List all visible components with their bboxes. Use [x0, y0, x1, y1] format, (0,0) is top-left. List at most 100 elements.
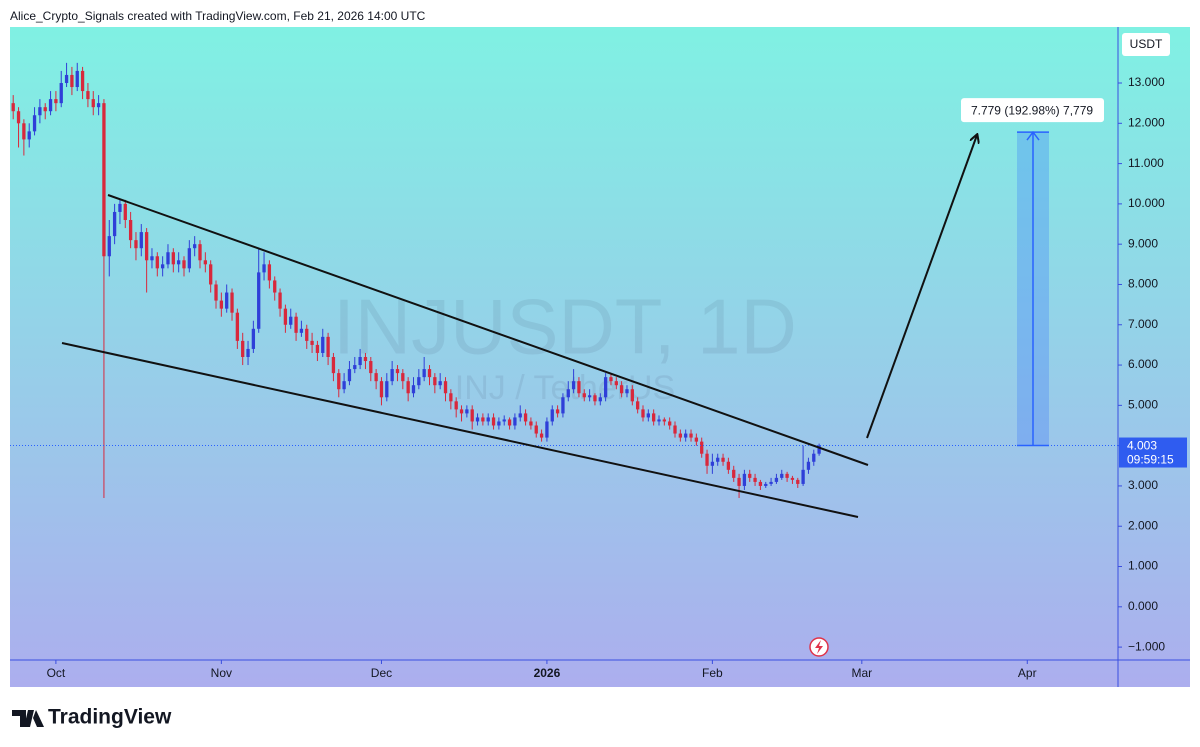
- candle-body: [812, 453, 816, 462]
- candle-body: [657, 419, 661, 422]
- candle-body: [625, 389, 629, 394]
- candle-body: [753, 477, 757, 482]
- candle-body: [614, 381, 618, 386]
- candle-body: [406, 381, 410, 394]
- candle-body: [652, 413, 656, 422]
- candle-body: [571, 381, 576, 390]
- candle-body: [70, 74, 74, 88]
- y-tick-label: 8.000: [1128, 277, 1158, 291]
- y-tick-label: 2.000: [1128, 518, 1158, 532]
- candle-body: [112, 211, 117, 237]
- y-tick-label: 0.000: [1128, 599, 1158, 613]
- candle-body: [390, 369, 394, 382]
- x-tick-label: Feb: [702, 666, 723, 680]
- candle-body: [454, 401, 458, 410]
- candle-body: [785, 473, 789, 478]
- brand-logo: TradingView: [12, 706, 172, 729]
- candle-body: [449, 393, 453, 402]
- header: Alice_Crypto_Signals created with Tradin…: [10, 9, 426, 23]
- y-tick-label: 12.000: [1128, 115, 1165, 129]
- candle-body: [459, 409, 464, 414]
- y-tick-label: 11.000: [1128, 156, 1164, 170]
- candle-body: [689, 433, 693, 438]
- candle-body: [662, 419, 666, 422]
- candle-body: [214, 284, 218, 301]
- projection-arrow: [866, 135, 977, 439]
- candle-body: [561, 397, 565, 414]
- candle-body: [75, 70, 79, 88]
- candle-body: [139, 232, 143, 249]
- candle-body: [278, 292, 282, 309]
- candle-body: [353, 365, 357, 370]
- candle-body: [465, 409, 469, 414]
- candle-body: [22, 123, 26, 140]
- candle-body: [96, 103, 101, 108]
- x-tick-label: Nov: [211, 666, 232, 680]
- candle-body: [273, 280, 277, 293]
- candle-body: [177, 260, 181, 265]
- candle-body: [267, 264, 272, 281]
- candle-body: [641, 409, 645, 418]
- candle-body: [342, 381, 346, 390]
- candle-body: [38, 107, 42, 116]
- y-tick-label: 7.000: [1128, 317, 1158, 331]
- candle-body: [796, 479, 800, 484]
- y-tick-label: 1.000: [1128, 559, 1158, 573]
- candle-body: [193, 244, 197, 249]
- candle-body: [758, 481, 763, 486]
- candle-body: [774, 477, 779, 482]
- candle-body: [587, 395, 592, 398]
- candle-body: [630, 389, 634, 402]
- upper-trendline: [107, 194, 869, 466]
- candle-body: [331, 356, 336, 374]
- candle-body: [545, 421, 549, 438]
- candle-body: [198, 244, 202, 261]
- lower-trendline: [61, 342, 859, 518]
- candle-body: [91, 99, 95, 108]
- candle-body: [732, 469, 736, 478]
- candle-body: [673, 425, 677, 434]
- y-tick-label: 6.000: [1128, 357, 1158, 371]
- candle-body: [684, 433, 688, 438]
- candle-body: [80, 70, 85, 92]
- candle-body: [422, 369, 426, 378]
- x-tick-label: Oct: [47, 666, 66, 680]
- candle-body: [102, 103, 106, 257]
- candle-body: [171, 252, 175, 265]
- candle-body: [678, 433, 683, 438]
- candle-body: [48, 99, 53, 112]
- candle-body: [235, 312, 240, 341]
- candle-body: [748, 473, 752, 478]
- candle-body: [513, 417, 517, 426]
- candle-body: [417, 377, 421, 386]
- candle-body: [209, 264, 213, 285]
- plot-area: [10, 62, 1118, 499]
- candle-body: [411, 385, 416, 394]
- last-price-label: 4.003: [1127, 439, 1157, 453]
- candle-body: [358, 356, 362, 366]
- candle-body: [635, 401, 640, 410]
- chart-background: [10, 27, 1190, 687]
- y-tick-label: 13.000: [1128, 75, 1165, 89]
- candle-body: [529, 421, 533, 426]
- candle-body: [555, 409, 560, 414]
- candle-body: [737, 477, 741, 486]
- candle-body: [801, 469, 805, 484]
- candle-body: [219, 300, 224, 309]
- candle-body: [619, 385, 624, 394]
- candle-body: [401, 373, 405, 382]
- candle-body: [726, 461, 731, 470]
- candle-body: [225, 292, 229, 309]
- x-tick-label: Dec: [371, 666, 392, 680]
- candle-body: [299, 328, 304, 333]
- y-tick-label: 3.000: [1128, 478, 1158, 492]
- candle-body: [305, 328, 309, 341]
- candle-body: [486, 417, 490, 422]
- candle-body: [294, 316, 298, 333]
- candle-body: [716, 457, 720, 462]
- candle-body: [54, 99, 58, 104]
- candle-body: [369, 361, 373, 374]
- candle-body: [257, 272, 261, 329]
- measure-label-box: [961, 98, 1104, 123]
